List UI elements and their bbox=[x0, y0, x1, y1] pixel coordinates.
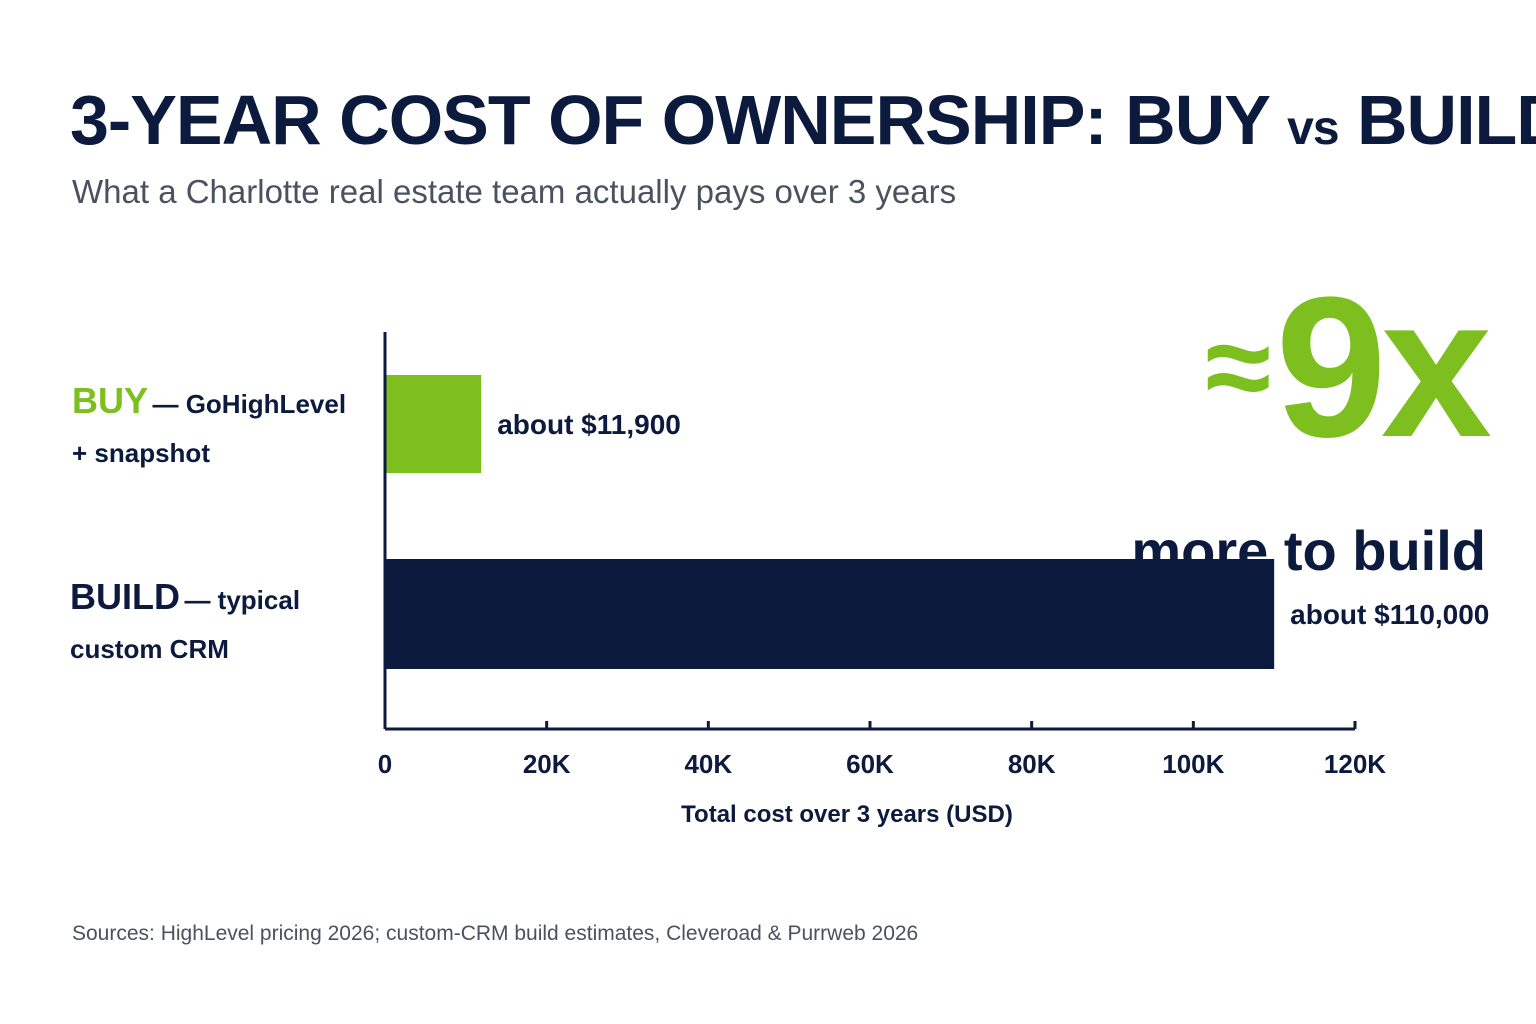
callout-subtext: more to build bbox=[1131, 519, 1486, 582]
bar-value-label-1: about $110,000 bbox=[1290, 599, 1489, 630]
bar-value-label-0: about $11,900 bbox=[497, 409, 681, 440]
x-axis-title: Total cost over 3 years (USD) bbox=[681, 801, 1013, 828]
chart-subtitle: What a Charlotte real estate team actual… bbox=[72, 173, 957, 210]
bar-1 bbox=[385, 559, 1275, 669]
approx-icon: ≈ bbox=[1205, 300, 1272, 434]
x-tick-label-4: 80K bbox=[1008, 749, 1056, 779]
multiplier-callout: ≈ 9x more to build bbox=[1131, 268, 1492, 582]
chart-title: 3-YEAR COST OF OWNERSHIP: BUY vs BUILD bbox=[70, 78, 1536, 171]
bar-0 bbox=[385, 375, 482, 473]
title-vs: vs bbox=[1287, 102, 1339, 155]
buy-label-line2: + snapshot bbox=[72, 438, 210, 468]
title-main: 3-YEAR COST OF OWNERSHIP: BUY bbox=[70, 81, 1270, 159]
category-label-build: BUILD — typical custom CRM bbox=[70, 576, 300, 670]
buy-label-strong: BUY bbox=[72, 380, 149, 421]
callout-multiplier-line: ≈ 9x bbox=[1131, 268, 1492, 527]
buy-label-rest: — GoHighLevel bbox=[152, 389, 347, 419]
x-tick-label-5: 100K bbox=[1162, 749, 1224, 779]
callout-multiplier: 9x bbox=[1275, 256, 1492, 479]
x-tick-label-0: 0 bbox=[378, 749, 392, 779]
title-end: BUILD bbox=[1357, 81, 1536, 159]
build-label-rest: — typical bbox=[184, 585, 301, 615]
build-label-line2: custom CRM bbox=[70, 634, 229, 664]
x-tick-label-3: 60K bbox=[846, 749, 894, 779]
category-label-buy: BUY — GoHighLevel + snapshot bbox=[72, 380, 346, 474]
build-label-strong: BUILD bbox=[70, 576, 180, 617]
x-tick-label-6: 120K bbox=[1324, 749, 1386, 779]
sources-note: Sources: HighLevel pricing 2026; custom-… bbox=[72, 922, 919, 945]
x-tick-label-1: 20K bbox=[523, 749, 571, 779]
x-tick-label-2: 40K bbox=[684, 749, 732, 779]
